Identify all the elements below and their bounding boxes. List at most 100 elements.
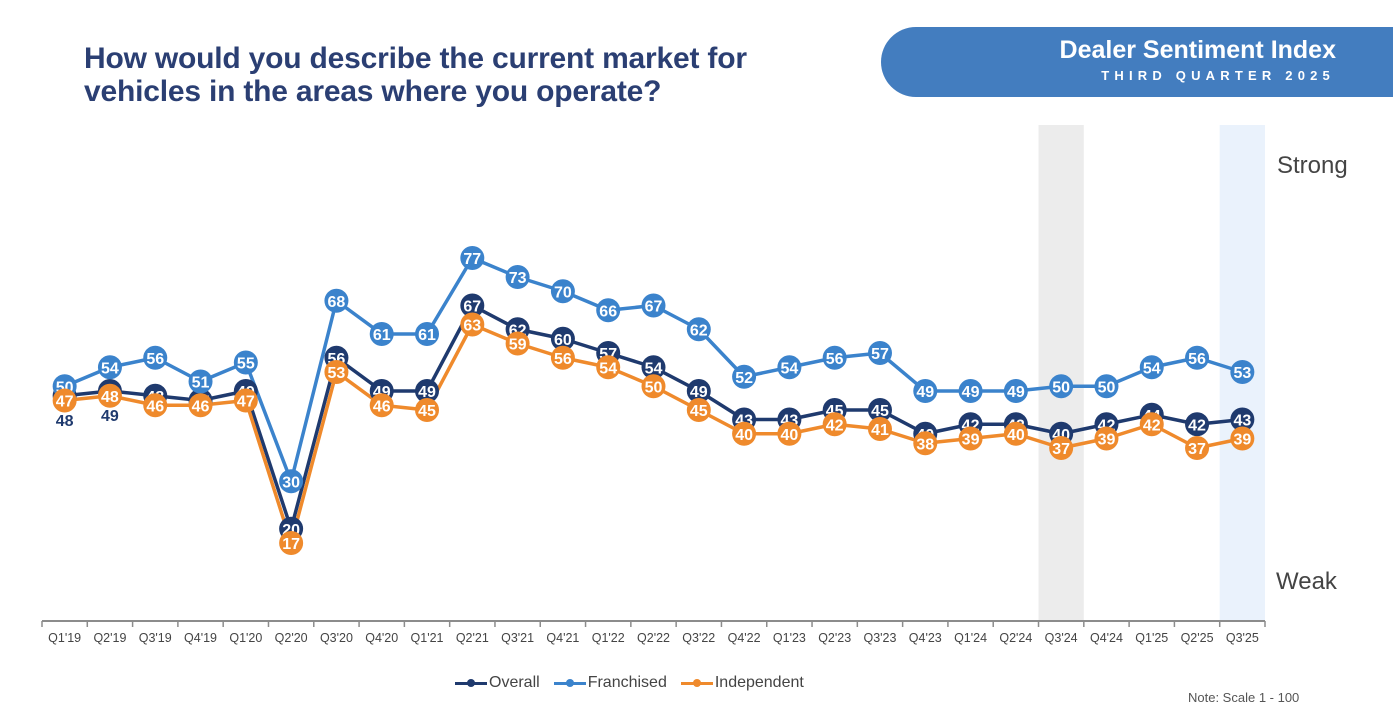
data-marker	[732, 421, 757, 446]
data-label: 37	[1188, 441, 1206, 458]
data-point-overall: 67	[460, 293, 485, 318]
data-label: 49	[916, 384, 934, 401]
x-tick-label: Q1'21	[411, 631, 444, 645]
data-label: 54	[599, 360, 617, 377]
data-label: 46	[146, 398, 164, 415]
data-marker	[188, 369, 213, 394]
data-label: 62	[690, 322, 708, 339]
report-banner: Dealer Sentiment Index THIRD QUARTER 202…	[881, 27, 1393, 97]
data-marker	[415, 398, 440, 422]
data-point-independent: 59	[505, 331, 530, 356]
x-tick-label: Q4'24	[1090, 631, 1123, 645]
data-point-franchised: 61	[369, 322, 394, 346]
data-label: 50	[645, 379, 663, 396]
data-label: 50	[1052, 379, 1070, 396]
data-point-overall: 49	[686, 379, 711, 403]
data-marker	[596, 298, 621, 323]
data-label: 40	[735, 427, 753, 444]
data-marker	[143, 393, 168, 418]
legend-marker-franchised-icon	[553, 678, 586, 688]
scale-label-strong: Strong	[1277, 152, 1348, 179]
data-marker	[1094, 426, 1119, 451]
legend: Overall Franchised Independent	[455, 674, 804, 692]
data-point-overall: 43	[1230, 407, 1255, 432]
data-point-independent: 42	[1139, 412, 1164, 437]
x-tick-label: Q1'20	[229, 631, 262, 645]
data-point-overall: 60	[550, 326, 575, 351]
legend-item-franchised[interactable]: Franchised	[553, 674, 667, 692]
x-tick-label: Q3'20	[320, 631, 353, 645]
legend-marker-independent-icon	[680, 678, 713, 688]
data-label: 63	[463, 318, 481, 335]
x-tick-label: Q3'25	[1226, 631, 1259, 645]
data-point-franchised: 50	[1094, 374, 1119, 399]
data-label: 59	[509, 337, 527, 354]
data-point-franchised: 56	[1185, 345, 1210, 370]
data-label: 50	[1098, 379, 1116, 396]
data-marker	[822, 412, 847, 437]
data-point-independent: 17	[279, 531, 304, 555]
data-point-independent: 45	[415, 398, 440, 422]
data-point-franchised: 50	[1049, 374, 1074, 399]
legend-item-independent[interactable]: Independent	[680, 674, 804, 692]
data-point-overall: 42	[1185, 412, 1210, 437]
data-label: 46	[373, 398, 391, 415]
data-marker	[777, 355, 802, 380]
data-point-overall: 49	[415, 379, 440, 403]
data-label: 49	[101, 408, 119, 425]
data-marker	[233, 388, 258, 413]
data-label: 77	[463, 251, 481, 268]
data-marker	[1230, 426, 1255, 451]
data-label: 40	[1007, 427, 1025, 444]
data-label: 54	[101, 360, 119, 377]
data-label: 56	[146, 351, 164, 368]
x-tick-label: Q3'19	[139, 631, 172, 645]
data-marker	[1049, 374, 1074, 399]
data-point-independent: 46	[369, 393, 394, 418]
data-marker	[686, 398, 711, 422]
data-marker	[460, 293, 485, 318]
data-point-independent: 37	[1049, 436, 1074, 460]
x-tick-label: Q1'22	[592, 631, 625, 645]
banner-subtitle: THIRD QUARTER 2025	[1101, 68, 1335, 83]
x-tick-label: Q1'23	[773, 631, 806, 645]
legend-item-overall[interactable]: Overall	[455, 674, 540, 692]
data-marker	[279, 469, 304, 494]
data-label: 49	[418, 384, 436, 401]
data-label: 39	[1233, 432, 1251, 449]
data-marker	[686, 379, 711, 403]
x-tick-label: Q2'22	[637, 631, 670, 645]
data-marker	[732, 364, 757, 389]
data-label: 56	[554, 351, 572, 368]
data-label: 43	[1233, 413, 1251, 430]
data-label: 38	[916, 436, 934, 453]
legend-label: Franchised	[587, 674, 667, 691]
data-marker	[369, 322, 394, 346]
data-marker	[324, 288, 349, 313]
data-point-overall: 45	[867, 398, 892, 422]
x-tick-label: Q4'20	[365, 631, 398, 645]
data-marker	[505, 265, 530, 289]
chart-title: How would you describe the current marke…	[84, 42, 747, 108]
data-point-franchised: 67	[641, 293, 666, 318]
data-marker	[1230, 360, 1255, 384]
data-marker	[233, 350, 258, 375]
data-point-independent: 46	[188, 393, 213, 418]
data-marker	[1230, 407, 1255, 432]
x-tick-label: Q3'21	[501, 631, 534, 645]
x-tick-label: Q2'23	[818, 631, 851, 645]
scale-note: Note: Scale 1 - 100	[1188, 690, 1300, 705]
data-label: 53	[1233, 365, 1251, 382]
data-point-franchised: 53	[1230, 360, 1255, 384]
x-tick-label: Q4'23	[909, 631, 942, 645]
data-label: 60	[554, 332, 572, 349]
data-point-franchised: 30	[279, 469, 304, 494]
data-marker	[777, 421, 802, 446]
data-label: 30	[282, 474, 300, 491]
data-label: 66	[599, 303, 617, 320]
data-marker	[415, 379, 440, 403]
legend-label: Overall	[489, 674, 540, 691]
data-label: 70	[554, 284, 572, 301]
data-point-independent: 40	[1003, 421, 1028, 446]
data-point-independent: 45	[686, 398, 711, 422]
